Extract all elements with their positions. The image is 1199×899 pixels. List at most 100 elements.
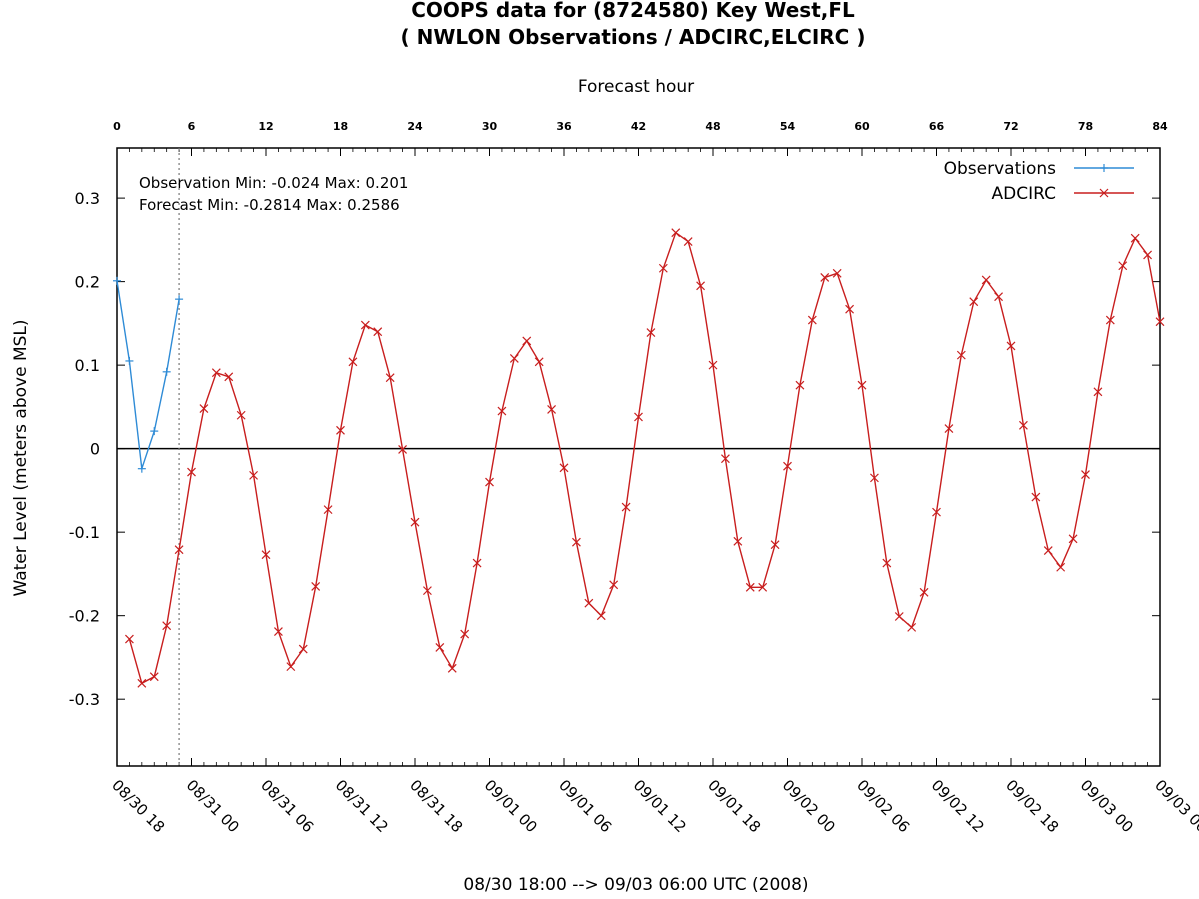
x-marker-b (894, 612, 904, 621)
data-point-adcirc (149, 672, 159, 682)
x-marker-b (249, 470, 259, 480)
data-point-adcirc (472, 558, 482, 568)
data-point-adcirc (348, 357, 358, 367)
data-point-adcirc (745, 582, 755, 592)
x-marker-b (360, 320, 370, 330)
x-marker-b (1043, 546, 1053, 555)
data-point-adcirc (969, 297, 979, 307)
x-marker-b (410, 517, 420, 527)
x-marker-b (1118, 261, 1128, 271)
data-point-adcirc (385, 373, 395, 383)
data-point-adcirc (1155, 317, 1165, 327)
data-point-adcirc (249, 470, 259, 480)
data-point-adcirc (894, 612, 904, 621)
y-axis-title: Water Level (meters above MSL) (11, 319, 31, 596)
data-point-adcirc (124, 634, 134, 644)
x-marker-b (1093, 387, 1103, 397)
data-point-adcirc (584, 598, 594, 608)
x-marker-b (485, 477, 494, 487)
x-marker-b (286, 662, 296, 672)
top-tick-label: 30 (482, 120, 498, 133)
x-marker-b (174, 545, 184, 555)
x-marker-b (956, 350, 966, 360)
x-marker-b (882, 558, 892, 568)
x-marker-b (932, 507, 941, 517)
x-marker-b (385, 373, 395, 383)
bottom-tick-label: 09/03 06 (1151, 776, 1199, 836)
top-tick-label: 12 (258, 120, 273, 133)
x-marker-b (733, 536, 743, 546)
top-tick-label: 72 (1003, 120, 1018, 133)
data-point-adcirc (956, 350, 966, 360)
legend: Observations ADCIRC (944, 159, 1134, 204)
top-tick-label: 36 (556, 120, 572, 133)
x-marker-b (273, 627, 283, 636)
x-marker-b (199, 404, 209, 413)
x-marker-b (447, 663, 457, 673)
bottom-tick-label: 08/30 18 (108, 776, 168, 836)
x-marker-b (770, 540, 780, 550)
x-marker-b (571, 537, 581, 547)
data-point-adcirc (162, 621, 172, 631)
data-point-adcirc (1143, 250, 1153, 260)
x-marker-b (596, 611, 606, 621)
data-point-observations (150, 427, 159, 436)
legend-marker (1100, 164, 1108, 172)
x-marker-b (472, 558, 482, 568)
chart-subtitle: ( NWLON Observations / ADCIRC,ELCIRC ) (401, 25, 866, 49)
bottom-tick-label: 09/02 00 (779, 776, 839, 836)
x-marker-b (981, 275, 991, 285)
x-marker-b (795, 380, 805, 390)
data-point-adcirc (1105, 315, 1115, 325)
x-marker-b (634, 412, 643, 422)
x-marker-b (845, 304, 855, 314)
x-marker-b (509, 354, 519, 363)
x-marker-b (497, 406, 507, 416)
data-point-adcirc (497, 406, 507, 416)
x-marker-b (311, 582, 321, 591)
x-marker-b (460, 629, 470, 639)
top-tick-label: 0 (113, 120, 121, 133)
x-marker-b (336, 425, 345, 435)
data-point-adcirc (273, 627, 283, 636)
x-marker-b (534, 357, 544, 367)
bottom-tick-label: 09/02 12 (928, 776, 988, 836)
bottom-tick-label: 08/31 00 (183, 776, 243, 836)
legend-label-adcirc: ADCIRC (992, 184, 1056, 204)
y-tick-label: -0.1 (69, 523, 100, 542)
y-tick-label: -0.3 (69, 690, 100, 709)
data-point-adcirc (634, 412, 643, 422)
x-marker-b (758, 582, 768, 592)
data-point-adcirc (460, 629, 470, 639)
data-point-adcirc (360, 320, 370, 330)
data-point-adcirc (609, 580, 619, 590)
x-marker-b (1081, 470, 1090, 479)
series-layer (113, 228, 1165, 688)
data-point-observations (113, 276, 121, 285)
bottom-tick-label: 09/03 00 (1077, 776, 1137, 836)
bottom-tick-label: 08/31 18 (406, 776, 466, 836)
data-point-adcirc (422, 586, 432, 596)
data-point-adcirc (646, 328, 656, 337)
y-axis-ticks: 0.3 0.2 0.1 0 -0.1 -0.2 -0.3 (69, 189, 1160, 709)
top-tick-label: 24 (407, 120, 423, 133)
data-point-adcirc (944, 424, 954, 434)
data-point-adcirc (336, 425, 345, 435)
data-point-observations (175, 295, 184, 304)
data-point-adcirc (1006, 341, 1016, 351)
top-tick-label: 54 (780, 120, 796, 133)
x-marker-b (1099, 188, 1109, 198)
data-point-adcirc (373, 327, 383, 337)
x-marker-b (224, 372, 234, 382)
plot-frame (116, 147, 1161, 767)
bottom-tick-label: 09/01 18 (704, 776, 764, 836)
data-point-adcirc (298, 644, 308, 654)
data-point-adcirc (733, 536, 743, 546)
data-point-observations (125, 356, 134, 365)
data-point-adcirc (571, 537, 581, 547)
bottom-tick-label: 09/02 18 (1002, 776, 1062, 836)
data-point-adcirc (311, 582, 321, 591)
x-marker-b (869, 473, 879, 483)
data-point-adcirc (1056, 562, 1066, 572)
x-marker-b (211, 368, 221, 378)
